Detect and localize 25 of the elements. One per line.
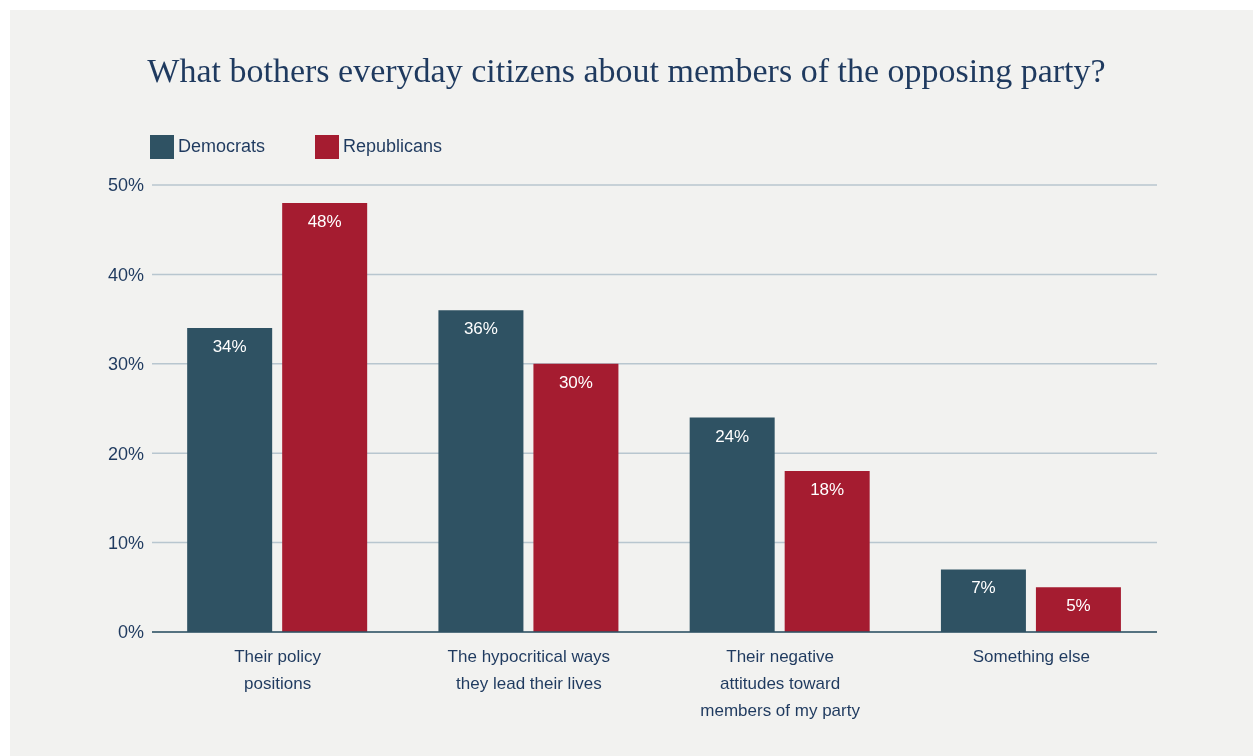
data-label: 48% — [307, 211, 342, 231]
y-tick-label: 20% — [107, 443, 144, 464]
x-tick-label: Their negative attitudes toward members of my party — [700, 647, 861, 720]
bar — [282, 202, 368, 632]
y-tick-label: 30% — [107, 354, 144, 375]
x-tick-label: Their policy positions — [234, 647, 322, 693]
data-label: 34% — [212, 337, 247, 357]
legend-label: Democrats — [178, 135, 266, 156]
bar — [533, 363, 619, 632]
legend-label: Republicans — [343, 135, 443, 156]
data-label: 36% — [463, 319, 498, 339]
y-tick-label: 0% — [117, 622, 144, 643]
y-tick-label: 40% — [107, 264, 144, 285]
data-label: 18% — [810, 480, 845, 500]
data-label: 5% — [1066, 596, 1091, 616]
x-tick-label: The hypocritical ways they lead their lives — [447, 647, 611, 693]
chart-title: What bothers everyday citizens about members of the opposing party? — [146, 52, 1107, 90]
x-tick-label: Something else — [972, 647, 1090, 666]
y-tick-label: 10% — [107, 532, 144, 553]
data-label: 7% — [971, 578, 996, 598]
y-tick-label: 50% — [107, 175, 144, 196]
data-label: 30% — [558, 372, 593, 392]
data-label: 24% — [715, 426, 750, 446]
bar — [784, 471, 870, 632]
bar — [1035, 587, 1121, 632]
